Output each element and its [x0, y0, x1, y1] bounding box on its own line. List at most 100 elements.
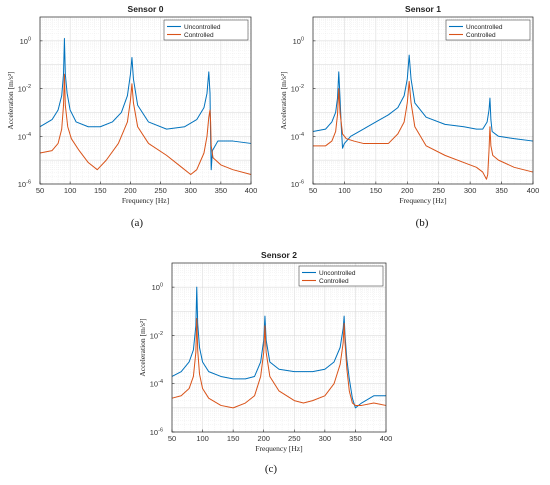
legend-label: Uncontrolled [184, 24, 221, 31]
panel-caption: (b) [416, 217, 429, 229]
x-tick-label: 150 [227, 434, 240, 443]
series-line-controlled [171, 318, 387, 409]
y-tick-exp: -6 [299, 180, 304, 186]
series-line-controlled [313, 80, 534, 180]
x-tick-label: 400 [245, 186, 258, 195]
x-tick-label: 150 [370, 186, 383, 195]
panel-caption: (c) [265, 463, 278, 475]
x-tick-label: 100 [338, 186, 351, 195]
x-axis-label: Frequency [Hz] [255, 444, 302, 453]
x-axis-label: Frequency [Hz] [122, 196, 169, 205]
y-tick-exp: -2 [158, 331, 163, 337]
chart-panel-2: 50 100 150 200 250 300 350 40010010-210-410-6Se… [138, 250, 392, 475]
y-axis-label: Acceleration [m/s²] [6, 71, 15, 129]
y-tick-base: 10 [293, 37, 301, 46]
plot-area [40, 17, 251, 184]
y-tick-label: 10-4 [150, 379, 163, 389]
x-tick-label: 350 [349, 434, 362, 443]
y-tick-exp: -4 [158, 379, 163, 385]
y-tick-label: 10-6 [18, 180, 31, 190]
y-tick-base: 10 [291, 132, 299, 141]
y-tick-exp: -6 [26, 180, 31, 186]
y-tick-exp: -6 [158, 428, 163, 434]
y-tick-exp: -4 [26, 132, 31, 138]
x-tick-label: 50 [168, 434, 176, 443]
y-tick-base: 10 [18, 180, 26, 189]
x-tick-label: 200 [257, 434, 270, 443]
legend-box [298, 265, 384, 287]
chart-panel-1: 50 100 150 200 250 300 350 40010010-210-410-6Se… [279, 4, 539, 229]
y-tick-base: 10 [291, 180, 299, 189]
grid [39, 17, 252, 185]
y-tick-label: 10-2 [18, 84, 31, 94]
legend-label: Controlled [466, 32, 496, 39]
x-tick-label: 250 [154, 186, 167, 195]
x-tick-label: 250 [432, 186, 445, 195]
y-tick-label: 100 [152, 283, 163, 293]
x-tick-label: 400 [380, 434, 393, 443]
y-tick-label: 100 [293, 36, 304, 46]
y-tick-label: 10-4 [18, 132, 31, 142]
y-tick-base: 10 [150, 428, 158, 437]
chart-title: Sensor 0 [128, 4, 164, 14]
series-line-uncontrolled [312, 54, 534, 149]
legend-label: Uncontrolled [319, 270, 356, 277]
x-tick-label: 100 [64, 186, 77, 195]
y-tick-exp: -2 [299, 84, 304, 90]
series-line-uncontrolled [171, 286, 386, 409]
x-tick-label: 50 [309, 186, 317, 195]
axes-box [312, 16, 534, 185]
chart-title: Sensor 1 [405, 4, 441, 14]
y-tick-base: 10 [20, 37, 28, 46]
legend-box [445, 19, 531, 41]
y-tick-exp: 0 [28, 36, 31, 42]
series-line-controlled [39, 73, 252, 175]
chart-panel-0: 50 100 150 200 250 300 350 40010010-210-410-6Se… [6, 4, 257, 229]
legend-label: Controlled [319, 278, 349, 285]
x-tick-label: 200 [124, 186, 137, 195]
x-tick-label: 100 [196, 434, 209, 443]
x-tick-label: 200 [401, 186, 414, 195]
y-tick-base: 10 [291, 85, 299, 94]
legend-label: Controlled [184, 32, 214, 39]
x-tick-label: 350 [495, 186, 508, 195]
grid [171, 263, 387, 433]
y-tick-base: 10 [152, 283, 160, 292]
y-tick-label: 10-6 [150, 428, 163, 438]
x-tick-label: 400 [527, 186, 540, 195]
x-tick-label: 50 [36, 186, 44, 195]
y-tick-exp: -4 [299, 132, 304, 138]
axes-box [39, 16, 252, 185]
x-tick-label: 150 [94, 186, 107, 195]
y-tick-exp: 0 [301, 36, 304, 42]
y-tick-base: 10 [150, 380, 158, 389]
panel-caption: (a) [131, 217, 144, 229]
x-tick-label: 300 [464, 186, 477, 195]
y-tick-label: 10-4 [291, 132, 304, 142]
x-tick-label: 300 [184, 186, 197, 195]
y-tick-label: 100 [20, 36, 31, 46]
legend-label: Uncontrolled [466, 24, 503, 31]
y-tick-base: 10 [18, 132, 26, 141]
legend-box [163, 19, 249, 41]
x-tick-label: 300 [319, 434, 332, 443]
x-tick-label: 350 [215, 186, 228, 195]
y-tick-exp: 0 [160, 283, 163, 289]
y-tick-label: 10-2 [291, 84, 304, 94]
y-axis-label: Acceleration [m/s²] [279, 71, 288, 129]
x-tick-label: 250 [288, 434, 301, 443]
plot-area [172, 263, 386, 432]
y-tick-exp: -2 [26, 84, 31, 90]
y-tick-base: 10 [150, 331, 158, 340]
x-axis-label: Frequency [Hz] [399, 196, 446, 205]
y-tick-base: 10 [18, 85, 26, 94]
plot-area [313, 17, 533, 184]
y-axis-label: Acceleration [m/s²] [138, 318, 147, 376]
y-tick-label: 10-2 [150, 331, 163, 341]
y-tick-label: 10-6 [291, 180, 304, 190]
chart-title: Sensor 2 [261, 250, 297, 260]
